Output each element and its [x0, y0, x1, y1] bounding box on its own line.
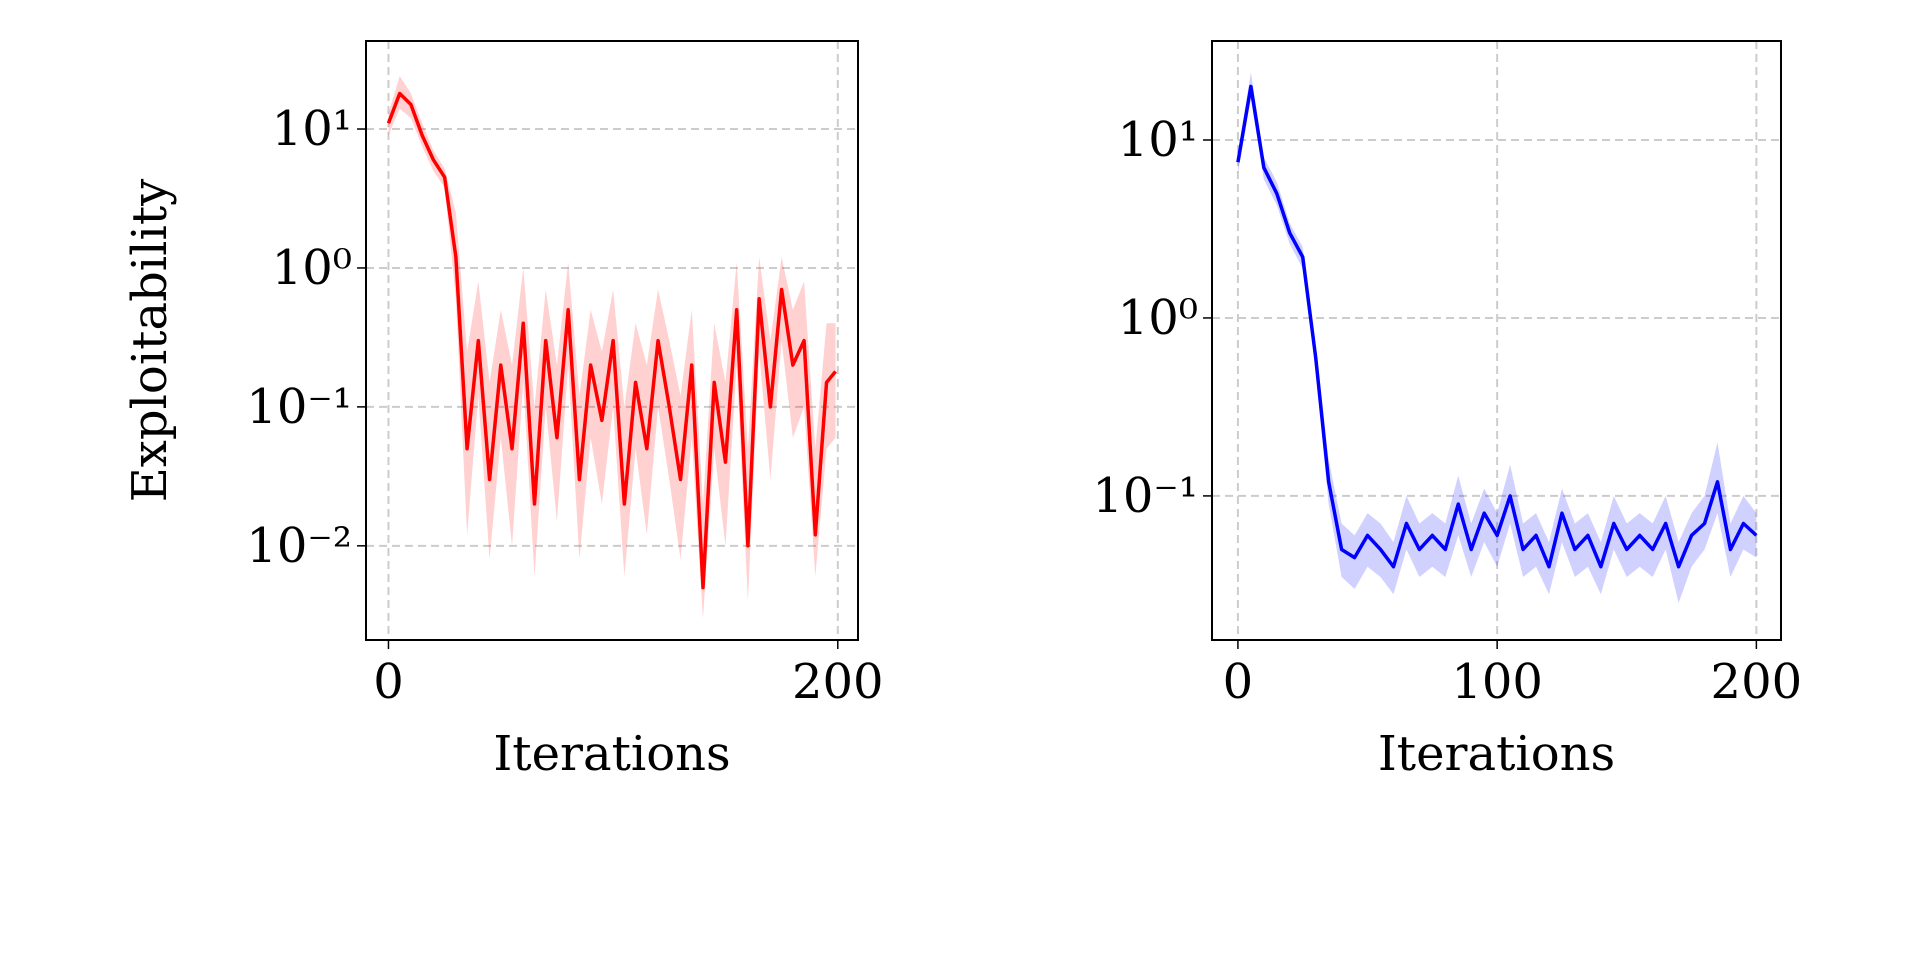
plot-frame: [365, 40, 859, 641]
x-axis-label: Iterations: [1378, 726, 1615, 782]
x-tick-label: 0: [1223, 654, 1254, 710]
x-tick-label: 0: [373, 654, 404, 710]
x-axis-label: Iterations: [493, 726, 730, 782]
y-tick-label: 10¹: [1118, 112, 1198, 168]
x-tick-label: 100: [1451, 654, 1543, 710]
line: [1236, 84, 1758, 569]
plot-frame: [1211, 40, 1782, 641]
line: [386, 91, 837, 590]
y-tick-label: 10⁻²: [246, 518, 352, 574]
y-tick-label: 10¹: [272, 101, 352, 157]
y-axis-label: Exploitability: [122, 179, 178, 503]
y-tick-label: 10⁻¹: [1092, 468, 1198, 524]
x-tick-label: 200: [792, 654, 884, 710]
x-tick-label: 200: [1711, 654, 1803, 710]
y-tick-label: 10⁰: [272, 240, 352, 296]
y-tick-label: 10⁰: [1118, 290, 1198, 346]
y-tick-label: 10⁻¹: [246, 379, 352, 435]
